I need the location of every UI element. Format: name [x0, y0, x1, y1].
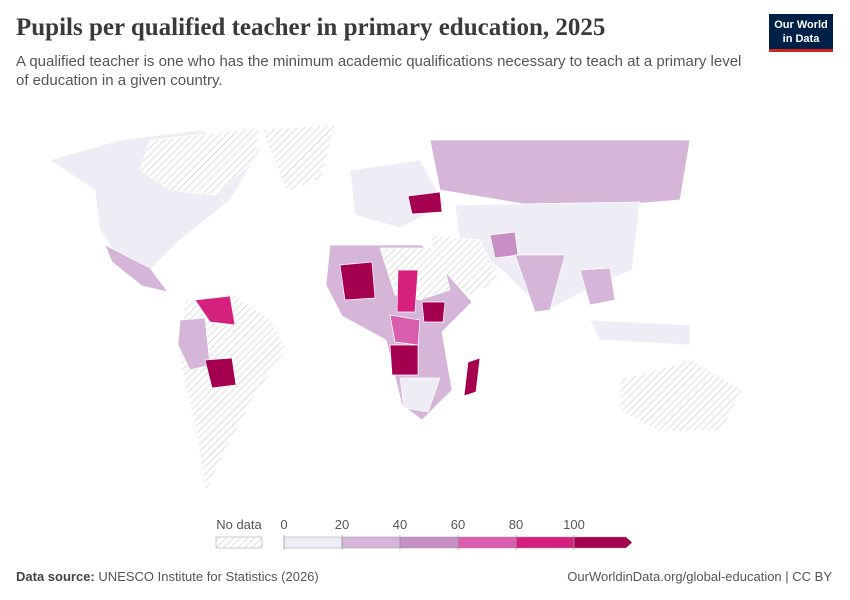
logo-line: in Data [782, 33, 820, 45]
chad [396, 269, 419, 313]
india [514, 254, 566, 313]
madagascar [463, 357, 481, 397]
subtitle: A qualified teacher is one who has the m… [16, 53, 742, 89]
logo[interactable]: Our World in Data [769, 14, 833, 52]
legend-tick-label: 40 [393, 517, 407, 532]
legend-tick-label: 60 [451, 517, 465, 532]
legend-tick-label: 0 [280, 517, 287, 532]
legend-bin [399, 536, 459, 549]
legend-bin [341, 536, 401, 549]
southeast-asia [579, 267, 616, 306]
indonesia [589, 319, 691, 346]
legend-tick-label: 20 [335, 517, 349, 532]
legend-bin [515, 536, 575, 549]
source-label: Data source: [16, 569, 95, 584]
legend-bin [457, 536, 517, 549]
ukraine [407, 191, 443, 215]
source: Data source: UNESCO Institute for Statis… [16, 569, 319, 584]
legend-bin [573, 536, 633, 549]
legend-no-data-label: No data [216, 517, 262, 532]
source-text: UNESCO Institute for Statistics (2026) [98, 569, 319, 584]
central-africa [389, 314, 421, 346]
legend-no-data-swatch [215, 536, 263, 549]
countries [49, 123, 743, 494]
legend-tick-label: 80 [509, 517, 523, 532]
title: Pupils per qualified teacher in primary … [16, 14, 606, 41]
legend-tick-label: 100 [563, 517, 585, 532]
peru [177, 317, 211, 371]
bolivia [204, 357, 237, 389]
greenland [261, 123, 336, 193]
southern-africa [399, 377, 441, 413]
south-sudan [421, 301, 446, 323]
url[interactable]: OurWorldinData.org/global-education | CC… [567, 569, 832, 584]
mexico [104, 244, 169, 293]
legend-bin [283, 536, 343, 549]
australia [619, 359, 743, 433]
legend: No data 0 20 40 60 80 100 [215, 517, 633, 550]
afghanistan [489, 231, 519, 259]
venezuela [194, 295, 236, 326]
logo-line: Our World [774, 19, 828, 31]
angola [389, 344, 419, 376]
canada-north [139, 127, 261, 196]
russia [429, 139, 691, 211]
mali [339, 261, 376, 301]
